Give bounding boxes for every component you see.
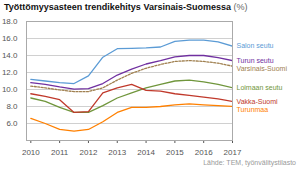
svg-text:2017: 2017: [224, 148, 242, 157]
svg-text:16.0: 16.0: [2, 34, 18, 43]
svg-text:12.0: 12.0: [2, 68, 18, 77]
svg-text:2010: 2010: [22, 148, 40, 157]
svg-text:2016: 2016: [195, 148, 213, 157]
svg-text:Varsinais-Suomi: Varsinais-Suomi: [237, 65, 288, 72]
svg-text:2011: 2011: [51, 148, 69, 157]
svg-text:8.0: 8.0: [6, 102, 18, 111]
html-text:Työttömyysasteen trendikehitys: Työttömyysasteen trendikehitys Varsinais…: [4, 2, 248, 12]
svg-text:2013: 2013: [108, 148, 126, 157]
svg-text:Turunmaa: Turunmaa: [237, 106, 269, 113]
svg-text:18.0: 18.0: [2, 17, 18, 26]
svg-text:Loimaan seutu: Loimaan seutu: [237, 84, 283, 91]
html-text:Lähde: TEM, työnvälitystilasto: Lähde: TEM, työnvälitystilasto: [203, 159, 296, 166]
svg-text:6.0: 6.0: [6, 119, 18, 128]
svg-text:10.0: 10.0: [2, 85, 18, 94]
svg-text:Salon seutu: Salon seutu: [237, 42, 274, 49]
svg-text:2014: 2014: [137, 148, 155, 157]
svg-text:14.0: 14.0: [2, 51, 18, 60]
svg-text:Turun seutu: Turun seutu: [237, 57, 274, 64]
svg-text:Vakka-Suomi: Vakka-Suomi: [237, 98, 279, 105]
svg-text:2015: 2015: [166, 148, 184, 157]
svg-text:2012: 2012: [80, 148, 98, 157]
